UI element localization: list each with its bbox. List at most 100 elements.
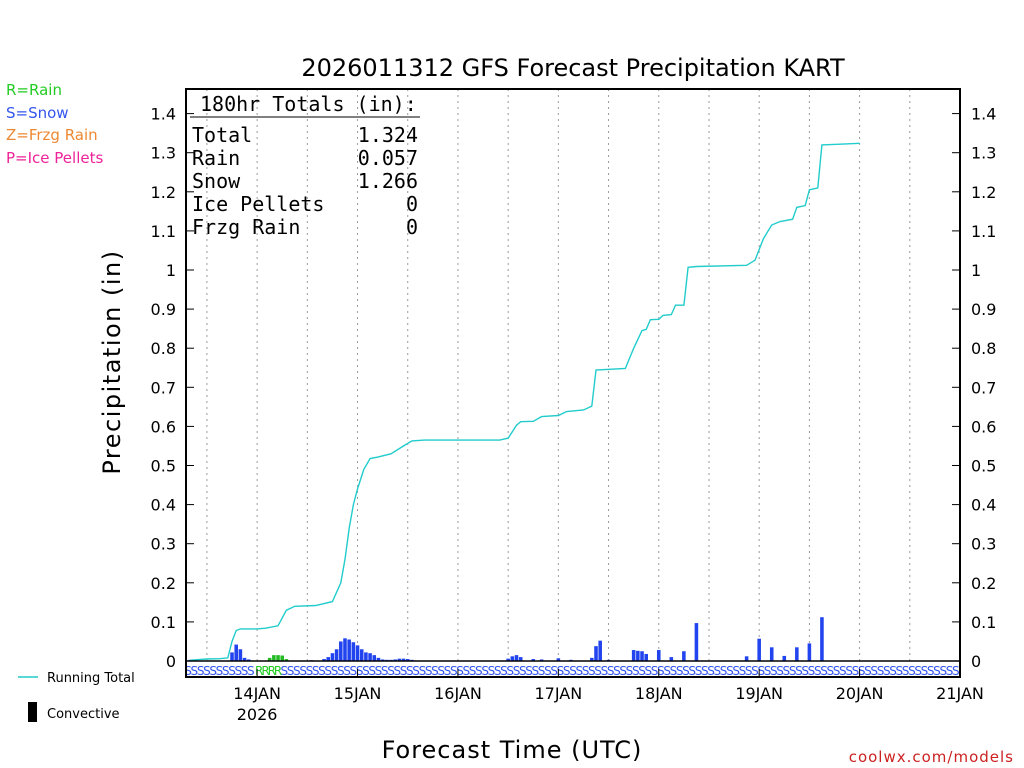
ptype-letter: S bbox=[228, 664, 236, 678]
y-tick-label-left: 0.8 bbox=[151, 339, 176, 358]
ptype-letter: S bbox=[776, 664, 784, 678]
ptype-letter: S bbox=[952, 664, 960, 678]
ptype-letter: S bbox=[406, 664, 414, 678]
snow-bar bbox=[322, 659, 326, 661]
ptype-letter: S bbox=[431, 664, 439, 678]
x-tick-label: 21JAN bbox=[936, 684, 984, 703]
y-tick-label-right: 1 bbox=[971, 261, 981, 280]
snow-bar bbox=[397, 658, 402, 661]
snow-bar bbox=[368, 653, 372, 661]
ptype-letter: S bbox=[701, 664, 709, 678]
y-tick-label-left: 0.5 bbox=[151, 457, 176, 476]
snow-bar bbox=[644, 653, 648, 661]
legend-snow: S=Snow bbox=[6, 104, 69, 122]
ptype-letter: S bbox=[437, 664, 445, 678]
ptype-letter: S bbox=[757, 664, 765, 678]
ptype-letter: S bbox=[306, 664, 314, 678]
snow-bar bbox=[405, 659, 410, 661]
ptype-letter: S bbox=[312, 664, 320, 678]
ptype-letter: S bbox=[644, 664, 652, 678]
snow-bar bbox=[330, 653, 335, 661]
snow-bar bbox=[401, 658, 406, 661]
ptype-letter: S bbox=[381, 664, 389, 678]
snow-bar bbox=[757, 638, 761, 661]
running-total-legend-label: Running Total bbox=[47, 671, 135, 686]
snow-bar bbox=[744, 656, 749, 661]
y-tick-label-left: 0.7 bbox=[151, 378, 176, 397]
totals-row-label: Frzg Rain bbox=[192, 215, 300, 239]
ptype-letter: S bbox=[720, 664, 728, 678]
ptype-letter: S bbox=[877, 664, 885, 678]
ptype-letter: R bbox=[274, 664, 282, 678]
totals-row-value: 0.057 bbox=[358, 146, 418, 170]
snow-bar bbox=[246, 659, 251, 661]
ptype-letter: S bbox=[914, 664, 922, 678]
totals-row-label: Ice Pellets bbox=[192, 192, 324, 216]
snow-bar bbox=[769, 647, 774, 661]
y-tick-label-left: 0 bbox=[166, 652, 176, 671]
ptype-letter: S bbox=[921, 664, 929, 678]
snow-bar bbox=[380, 659, 385, 661]
totals-row-value: 1.324 bbox=[358, 123, 418, 147]
ptype-letter: S bbox=[494, 664, 502, 678]
ptype-letter: R bbox=[255, 664, 263, 678]
y-tick-label-right: 1.1 bbox=[971, 222, 996, 241]
snow-bar bbox=[372, 655, 377, 661]
snow-bar bbox=[393, 659, 397, 661]
ptype-letter: S bbox=[657, 664, 665, 678]
ptype-letter: S bbox=[500, 664, 508, 678]
y-tick-label-right: 0.2 bbox=[971, 574, 996, 593]
ptype-letter: S bbox=[519, 664, 527, 678]
snow-bar bbox=[518, 657, 523, 661]
ptype-letter: S bbox=[820, 664, 828, 678]
ptype-letter: S bbox=[281, 664, 289, 678]
totals-row-value: 0 bbox=[406, 192, 418, 216]
ptype-letter: S bbox=[939, 664, 947, 678]
y-tick-label-left: 1 bbox=[166, 261, 176, 280]
ptype-letter: S bbox=[714, 664, 722, 678]
ptype-letter: S bbox=[588, 664, 596, 678]
y-tick-label-right: 0.1 bbox=[971, 613, 996, 632]
chart-title: 2026011312 GFS Forecast Precipitation KA… bbox=[301, 54, 845, 82]
ptype-letter: S bbox=[387, 664, 395, 678]
y-tick-label-left: 1.1 bbox=[151, 222, 176, 241]
x-tick-label: 17JAN bbox=[534, 684, 582, 703]
ptype-letter: S bbox=[506, 664, 514, 678]
y-tick-label-right: 0.9 bbox=[971, 300, 996, 319]
snow-bar bbox=[242, 657, 247, 661]
totals-box: 180hr Totals (in): Total 1.324 Rain 0.057 Sn… bbox=[190, 92, 420, 239]
ptype-letter: S bbox=[695, 664, 703, 678]
ptype-letter: S bbox=[601, 664, 609, 678]
ptype-letter: S bbox=[732, 664, 740, 678]
y-tick-label-left: 1.3 bbox=[151, 144, 176, 163]
ptype-letter: S bbox=[613, 664, 621, 678]
ptype-letter: S bbox=[751, 664, 759, 678]
ptype-letter: S bbox=[896, 664, 904, 678]
ptype-letter: S bbox=[607, 664, 615, 678]
ptype-letter: S bbox=[557, 664, 565, 678]
snow-bar bbox=[234, 644, 238, 661]
ptype-letter: S bbox=[191, 664, 199, 678]
ptype-letter: S bbox=[287, 664, 295, 678]
snow-bar bbox=[640, 651, 644, 661]
ptype-letter: S bbox=[222, 664, 230, 678]
y-tick-label-right: 0.6 bbox=[971, 417, 996, 436]
x-tick-label: 15JAN bbox=[334, 684, 382, 703]
x-tick-label: 14JAN bbox=[233, 684, 281, 703]
ptype-letter: S bbox=[400, 664, 408, 678]
totals-row-value: 0 bbox=[406, 215, 418, 239]
ptype-letter: R bbox=[268, 664, 276, 678]
ptype-letter: S bbox=[745, 664, 753, 678]
ptype-letter: S bbox=[783, 664, 791, 678]
ptype-letter: S bbox=[638, 664, 646, 678]
ptype-letter: S bbox=[883, 664, 891, 678]
y-tick-label-right: 0 bbox=[971, 652, 981, 671]
y-tick-label-left: 0.3 bbox=[151, 535, 176, 554]
snow-bar bbox=[590, 657, 594, 661]
ptype-letter: S bbox=[343, 664, 351, 678]
ptype-letter: S bbox=[356, 664, 364, 678]
totals-row-label: Snow bbox=[192, 169, 241, 193]
plot-frame bbox=[185, 88, 961, 678]
totals-row-label: Rain bbox=[192, 146, 240, 170]
